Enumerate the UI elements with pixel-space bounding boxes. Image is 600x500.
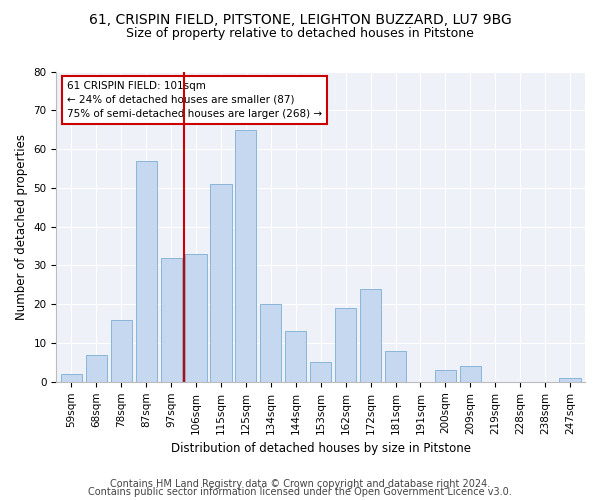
Y-axis label: Number of detached properties: Number of detached properties [15,134,28,320]
X-axis label: Distribution of detached houses by size in Pitstone: Distribution of detached houses by size … [171,442,471,455]
Bar [385,351,406,382]
Bar [360,288,381,382]
Bar [86,354,107,382]
Bar [460,366,481,382]
Bar [161,258,182,382]
Bar [110,320,132,382]
Bar [260,304,281,382]
Text: Size of property relative to detached houses in Pitstone: Size of property relative to detached ho… [126,28,474,40]
Text: Contains HM Land Registry data © Crown copyright and database right 2024.: Contains HM Land Registry data © Crown c… [110,479,490,489]
Bar [435,370,456,382]
Bar [285,332,307,382]
Bar [136,160,157,382]
Bar [211,184,232,382]
Bar [185,254,206,382]
Text: 61 CRISPIN FIELD: 101sqm
← 24% of detached houses are smaller (87)
75% of semi-d: 61 CRISPIN FIELD: 101sqm ← 24% of detach… [67,81,322,119]
Text: Contains public sector information licensed under the Open Government Licence v3: Contains public sector information licen… [88,487,512,497]
Text: 61, CRISPIN FIELD, PITSTONE, LEIGHTON BUZZARD, LU7 9BG: 61, CRISPIN FIELD, PITSTONE, LEIGHTON BU… [89,12,511,26]
Bar [310,362,331,382]
Bar [235,130,256,382]
Bar [61,374,82,382]
Bar [559,378,581,382]
Bar [335,308,356,382]
